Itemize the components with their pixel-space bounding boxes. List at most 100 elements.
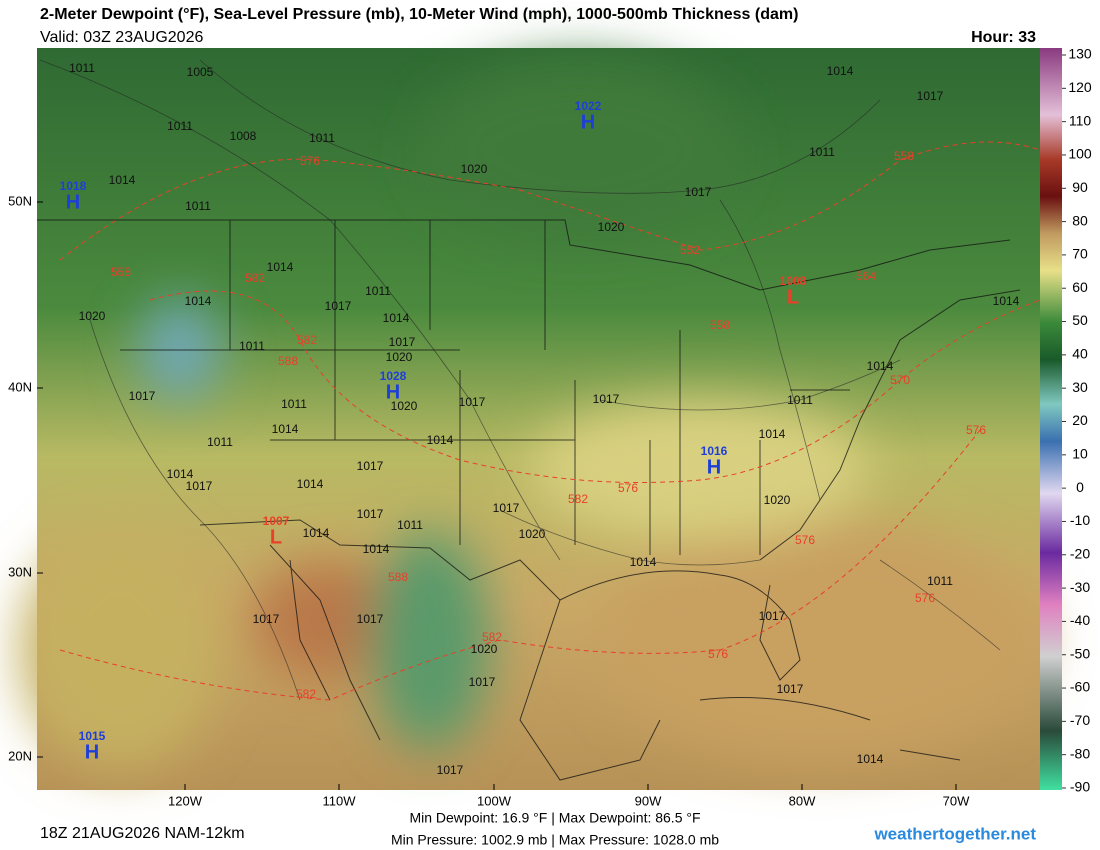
thickness-label: 558	[710, 318, 730, 332]
center-value: 1016	[701, 444, 728, 458]
thickness-label: 564	[856, 269, 876, 283]
isobar-label: 1014	[167, 467, 194, 481]
thickness-label: 582	[296, 687, 316, 701]
isobar-label: 1011	[69, 61, 95, 75]
thickness-label: 576	[795, 533, 815, 547]
center-symbol: L	[787, 286, 799, 308]
lon-label: 70W	[943, 793, 970, 808]
site-name[interactable]: weathertogether.net	[873, 824, 1036, 843]
colorbar-label: 110	[1069, 112, 1092, 128]
colorbar-label: -60	[1070, 679, 1090, 695]
isobar-label: 1011	[787, 393, 813, 407]
colorbar-label: -20	[1070, 545, 1090, 561]
isobar-label: 1005	[187, 65, 214, 79]
lat-lon-grid	[37, 201, 957, 790]
isobar-label: 1011	[397, 518, 423, 532]
colorbar-label: 130	[1068, 46, 1092, 62]
isobar-label: 1014	[267, 260, 294, 274]
isobar-label: 1017	[253, 612, 280, 626]
isobar-label: 1011	[207, 435, 233, 449]
isobar-label: 1014	[303, 526, 330, 540]
lon-label: 100W	[477, 793, 512, 808]
thickness-label: 576	[915, 591, 935, 605]
isobar-label: 1011	[927, 574, 953, 588]
thickness-label: 558	[111, 265, 131, 279]
isobar-label: 1014	[867, 359, 894, 373]
colorbar-label: 70	[1072, 246, 1088, 262]
isobar-label: 1014	[857, 752, 884, 766]
isobar-label: 1020	[471, 642, 498, 656]
isobar-label: 1017	[357, 612, 384, 626]
thickness-label: 576	[966, 423, 986, 437]
thickness-label: 588	[388, 570, 408, 584]
isobar-label: 1017	[357, 459, 384, 473]
isobar-label: 1020	[386, 350, 413, 364]
isobar-label: 1014	[759, 427, 786, 441]
colorbar-label: -30	[1070, 579, 1090, 595]
center-symbol: L	[270, 526, 282, 548]
thickness-label: 582	[245, 271, 265, 285]
isobar-label: 1017	[389, 335, 416, 349]
center-symbol: H	[707, 456, 721, 478]
isobar-label: 1014	[185, 294, 212, 308]
isobar-label: 1008	[230, 129, 257, 143]
lon-label: 80W	[789, 793, 816, 808]
center-symbol: H	[386, 381, 400, 403]
isobar-label: 1014	[993, 294, 1020, 308]
map-labels: 1301201101009080706050403020100-10-20-30…	[8, 46, 1092, 809]
colorbar-label: -40	[1070, 612, 1090, 628]
colorbar-label: 10	[1072, 446, 1088, 462]
lat-label: 50N	[8, 193, 32, 208]
dewpoint-range: Min Dewpoint: 16.9 °F | Max Dewpoint: 86…	[409, 810, 700, 826]
colorbar-label: -10	[1070, 512, 1090, 528]
lat-label: 40N	[8, 379, 32, 394]
isobar-label: 1017	[493, 501, 520, 515]
isobar-label: 1017	[357, 507, 384, 521]
isobar-label: 1011	[167, 119, 193, 133]
isobar-label: 1017	[469, 675, 496, 689]
isobar-label: 1020	[461, 162, 488, 176]
isobar-label: 1014	[109, 173, 136, 187]
isobar-label: 1014	[427, 433, 454, 447]
colorbar-label: 40	[1072, 346, 1088, 362]
lat-label: 30N	[8, 564, 32, 579]
center-value: 1022	[575, 99, 602, 113]
colorbar-label: 20	[1072, 412, 1088, 428]
isobar-label: 1017	[777, 682, 804, 696]
isobar-label: 1011	[185, 199, 211, 213]
isobar-label: 1020	[519, 527, 546, 541]
map-title: 2-Meter Dewpoint (°F), Sea-Level Pressur…	[40, 6, 798, 23]
center-value: 1008	[780, 274, 807, 288]
isobar-label: 1011	[365, 284, 391, 298]
isobar-label: 1017	[759, 609, 786, 623]
isobar-label: 1020	[79, 309, 106, 323]
isobar-label: 1014	[272, 422, 299, 436]
colorbar-label: -80	[1070, 745, 1090, 761]
center-symbol: H	[66, 191, 80, 213]
center-symbol: H	[85, 741, 99, 763]
isobar-label: 1017	[325, 299, 352, 313]
center-value: 1028	[380, 369, 407, 383]
isobar-label: 1014	[297, 477, 324, 491]
colorbar-label: -90	[1070, 779, 1090, 795]
colorbar-label: 0	[1076, 479, 1084, 495]
isobar-label: 1014	[630, 555, 657, 569]
colorbar-label: -50	[1070, 645, 1090, 661]
isobar-label: 1017	[593, 392, 620, 406]
isobar-label: 1017	[685, 185, 712, 199]
lon-label: 110W	[323, 793, 357, 808]
thickness-label: 582	[297, 333, 317, 347]
boundaries	[37, 219, 1021, 781]
center-value: 1007	[263, 514, 290, 528]
isobar-label: 1014	[827, 64, 854, 78]
valid-time: Valid: 03Z 23AUG2026	[40, 29, 203, 46]
pressure-range: Min Pressure: 1002.9 mb | Max Pressure: …	[391, 832, 719, 848]
colorbar-label: 90	[1072, 179, 1088, 195]
thickness-label: 582	[482, 630, 502, 644]
isobar-label: 1020	[391, 399, 418, 413]
isobar-label: 1017	[459, 395, 486, 409]
model-run: 18Z 21AUG2026 NAM-12km	[40, 825, 245, 842]
thickness-label: 576	[300, 154, 320, 168]
lon-label: 90W	[635, 793, 662, 808]
isobar-label: 1017	[917, 89, 944, 103]
